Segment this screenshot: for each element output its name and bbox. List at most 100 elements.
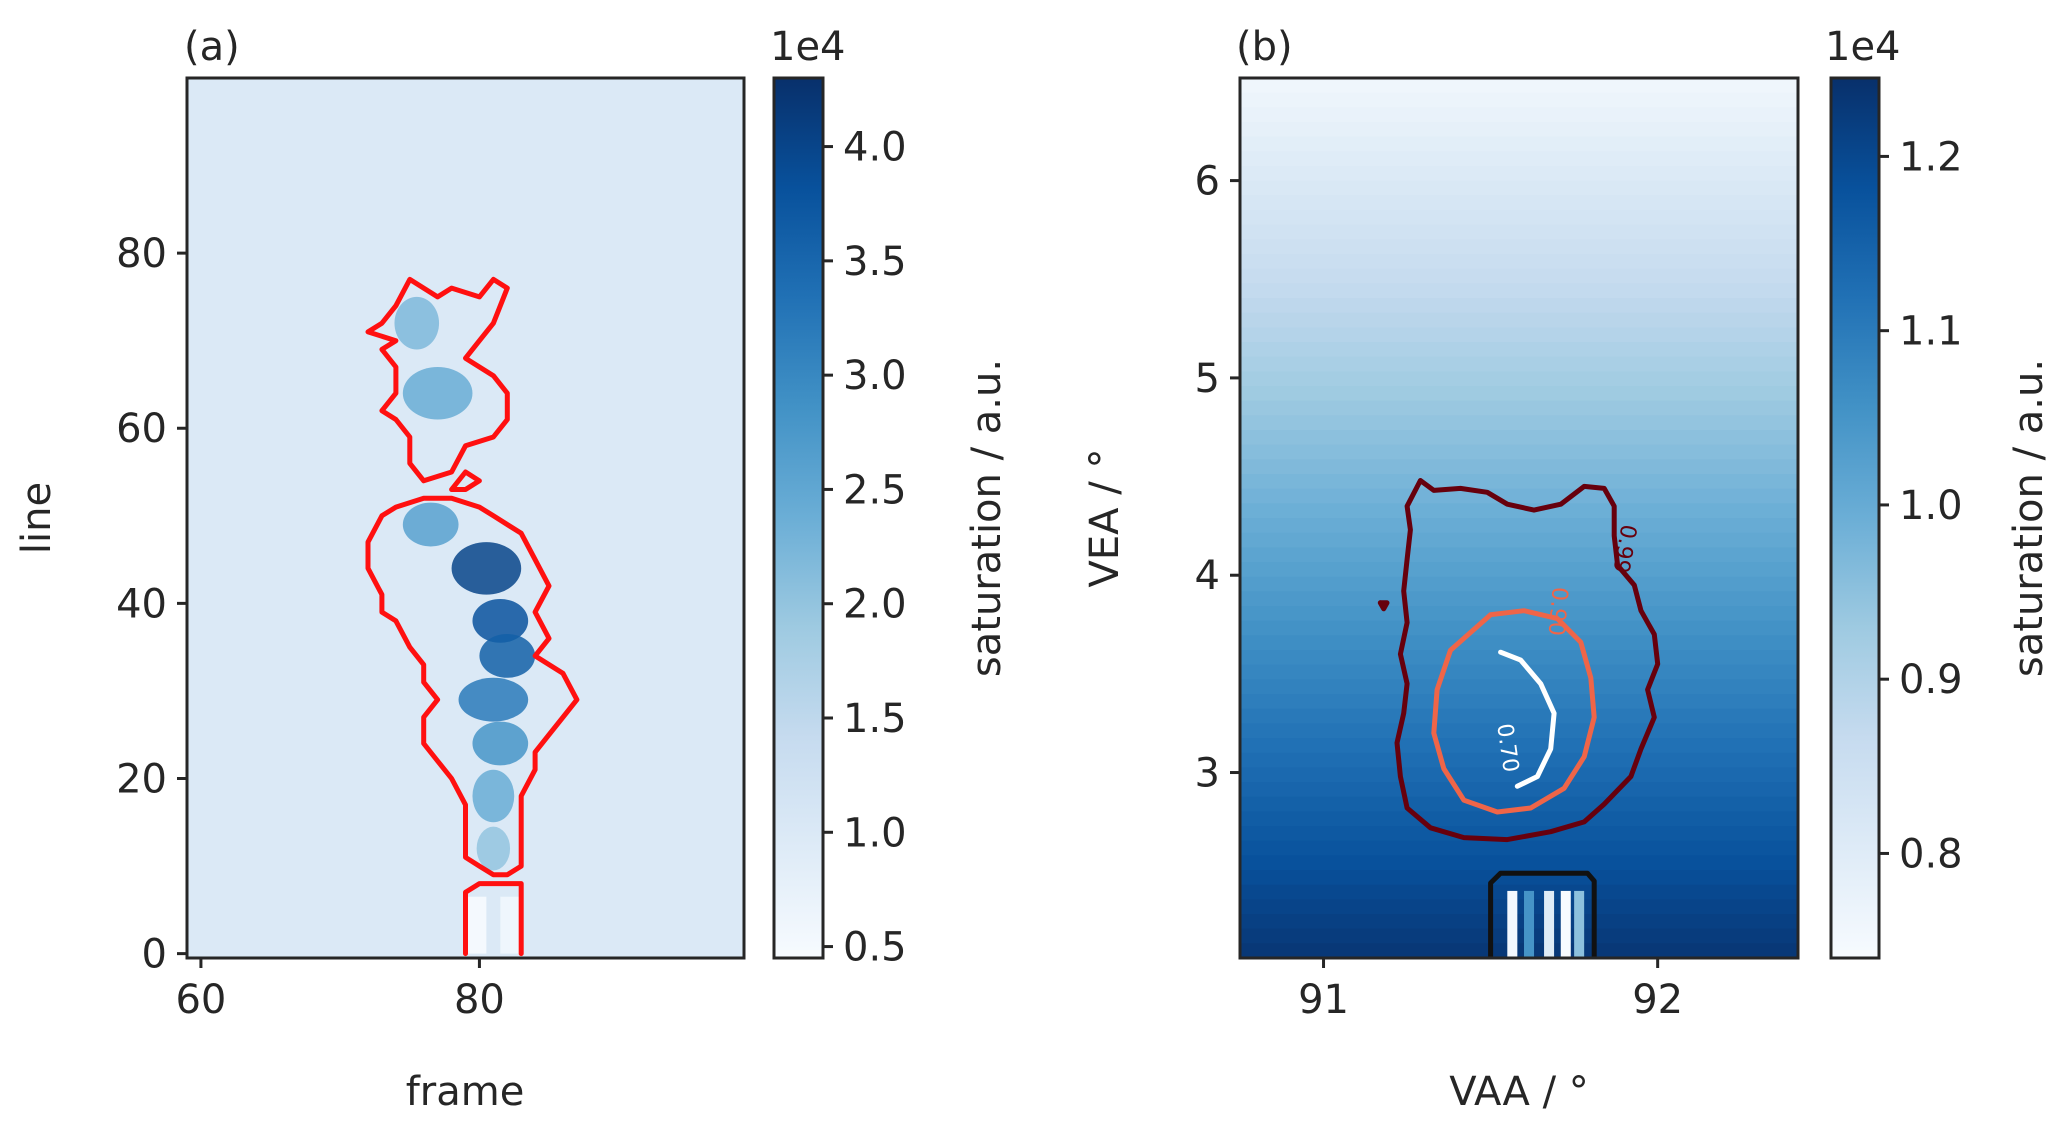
contour-line	[449, 469, 482, 492]
heatmap-row	[1240, 415, 1798, 431]
heatmap-blob	[451, 542, 522, 595]
y-tick-label: 20	[116, 756, 167, 802]
heatmap-row	[1240, 899, 1798, 915]
colorbar-tick-label: 2.5	[843, 467, 907, 513]
heatmap-row	[1240, 122, 1798, 138]
colorbar-tick-label: 1.1	[1899, 309, 1963, 355]
heatmap-row	[1240, 283, 1798, 299]
heatmap-row	[1240, 796, 1798, 813]
y-tick-label: 60	[116, 406, 167, 452]
colorbar-b-ticks: 0.8 0.9 1.0 1.1 1.2	[1879, 134, 1963, 877]
panel-b-xticks: 91 92	[1298, 958, 1683, 1023]
heatmap-blob	[472, 721, 529, 766]
contour-line	[1377, 600, 1390, 612]
panel-a-xlabel: frame	[406, 1069, 525, 1115]
x-tick-label: 60	[175, 977, 226, 1023]
heatmap-row	[1240, 400, 1798, 417]
heatmap-row	[1240, 312, 1798, 329]
heatmap-row	[1240, 239, 1798, 255]
heatmap-row	[1240, 738, 1798, 754]
heatmap-row	[1240, 840, 1798, 857]
x-tick-label: 92	[1632, 977, 1683, 1023]
heatmap-row	[1240, 327, 1798, 343]
panel-b-heatmap	[1240, 78, 1798, 958]
panel-a-label: (a)	[184, 24, 240, 70]
heatmap-row	[1240, 195, 1798, 211]
panel-a: (a) 60 80 0 20 40 60 80 frame line	[14, 24, 746, 1115]
panel-a-contours	[365, 276, 580, 957]
heatmap-row	[1240, 752, 1798, 769]
heatmap-row	[1240, 928, 1798, 945]
contour-label: 0.90	[1543, 586, 1572, 637]
y-tick-label: 0	[142, 932, 167, 978]
heatmap-row	[1240, 826, 1798, 842]
heatmap-row	[1240, 679, 1798, 695]
colorbar-b-label: saturation / a.u.	[2006, 359, 2052, 677]
heatmap-row	[1240, 166, 1798, 182]
heatmap-column	[1507, 890, 1518, 958]
colorbar-b-gradient	[1829, 76, 1881, 960]
heatmap-blob	[472, 769, 515, 823]
heatmap-row	[1240, 635, 1798, 651]
x-tick-label: 80	[454, 977, 505, 1023]
heatmap-row	[1240, 503, 1798, 519]
contour-line	[1498, 649, 1557, 789]
colorbar-tick-label: 1.2	[1899, 134, 1963, 180]
colorbar-tick-label: 0.8	[1899, 831, 1963, 877]
heatmap-row	[1240, 386, 1798, 402]
heatmap-row	[1240, 767, 1798, 783]
colorbar-b: 0.8 0.9 1.0 1.1 1.2 1e4 saturation / a.u.	[1825, 24, 2052, 960]
heatmap-row	[1240, 107, 1798, 123]
heatmap-row	[1240, 664, 1798, 681]
contour-line	[365, 276, 510, 484]
colorbar-tick-label: 4.0	[843, 125, 907, 171]
colorbar-tick-label: 0.5	[843, 925, 907, 971]
heatmap-blob	[472, 598, 529, 643]
colorbar-a-label: saturation / a.u.	[964, 359, 1010, 677]
y-tick-label: 80	[116, 231, 167, 277]
heatmap-column	[1574, 890, 1585, 958]
contour-line	[463, 881, 524, 957]
colorbar-a-exponent: 1e4	[770, 24, 846, 70]
heatmap-row	[1240, 576, 1798, 593]
heatmap-row	[1240, 136, 1798, 153]
contour-line	[1394, 478, 1661, 843]
colorbar-a-ticks: 0.5 1.0 1.5 2.0 2.5 3.0 3.5 4.0	[823, 125, 907, 971]
colorbar-b-exponent: 1e4	[1825, 24, 1901, 70]
heatmap-row	[1240, 870, 1798, 886]
heatmap-row	[1240, 210, 1798, 226]
heatmap-row	[1240, 884, 1798, 901]
heatmap-row	[1240, 459, 1798, 475]
heatmap-blob	[402, 366, 473, 420]
heatmap-row	[1240, 562, 1798, 578]
y-tick-label: 5	[1195, 356, 1220, 402]
colorbar-tick-label: 2.0	[843, 582, 907, 628]
y-tick-label: 3	[1195, 751, 1220, 797]
heatmap-row	[1240, 708, 1798, 725]
panel-b-frame	[1238, 76, 1800, 960]
panel-a-yticks: 0 20 40 60 80	[116, 231, 187, 978]
heatmap-blob	[458, 677, 529, 722]
heatmap-row	[1240, 723, 1798, 739]
contour-line	[365, 495, 580, 878]
colorbar-tick-label: 0.9	[1899, 657, 1963, 703]
colorbar-tick-label: 3.5	[843, 239, 907, 285]
panel-b: (b) 0.990.900.70 91 92 3 4 5 6 VAA / ° VEA /…	[1082, 24, 1800, 1115]
colorbar-tick-label: 1.0	[1899, 483, 1963, 529]
panel-b-label: (b)	[1236, 24, 1293, 70]
colorbar-a: 0.5 1.0 1.5 2.0 2.5 3.0 3.5 4.0 1e4 saturation …	[770, 24, 1010, 971]
heatmap-row	[1240, 782, 1798, 798]
heatmap-row	[1240, 356, 1798, 373]
heatmap-row	[1240, 78, 1798, 94]
panel-a-frame	[185, 76, 746, 960]
panel-b-contours: 0.990.900.70	[1377, 478, 1661, 958]
heatmap-blob	[476, 826, 511, 871]
heatmap-row	[1240, 943, 1798, 958]
heatmap-row	[1240, 151, 1798, 167]
heatmap-row	[1240, 694, 1798, 710]
colorbar-tick-label: 1.0	[843, 810, 907, 856]
heatmap-row	[1240, 224, 1798, 241]
heatmap-blob	[479, 634, 536, 678]
heatmap-row	[1240, 254, 1798, 270]
